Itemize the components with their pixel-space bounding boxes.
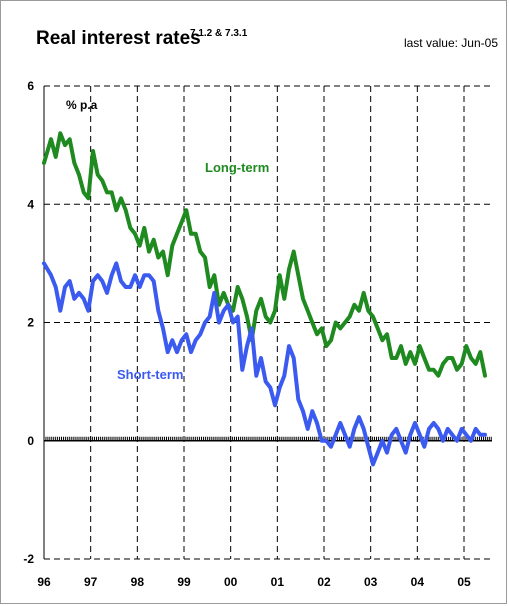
x-tick-label: 01 — [271, 575, 285, 589]
grid-layer — [44, 85, 492, 560]
series-line-long-term — [42, 131, 487, 378]
x-tick-label: 02 — [317, 575, 331, 589]
x-tick-label: 03 — [364, 575, 378, 589]
series-layer — [42, 131, 487, 467]
series-label-long-term: Long-term — [205, 160, 269, 175]
x-tick-label: 97 — [84, 575, 98, 589]
y-tick-label: -2 — [23, 552, 34, 566]
last-value-note: last value: Jun-05 — [404, 36, 498, 50]
chart-title: Real interest rates — [36, 28, 201, 49]
y-unit-label: % p.a — [66, 98, 98, 112]
x-tick-label: 05 — [457, 575, 471, 589]
y-tick-label: 2 — [27, 316, 34, 330]
series-line-short-term — [42, 261, 487, 467]
y-tick-label: 0 — [27, 434, 34, 448]
x-tick-label: 98 — [131, 575, 145, 589]
series-label-short-term: Short-term — [117, 367, 183, 382]
y-tick-label: 6 — [27, 79, 34, 93]
x-tick-label: 99 — [177, 575, 191, 589]
chart-title-superscript: 7.1.2 & 7.3.1 — [190, 28, 248, 39]
y-tick-label: 4 — [27, 197, 34, 211]
x-tick-label: 04 — [411, 575, 425, 589]
x-tick-label: 96 — [37, 575, 51, 589]
x-tick-label: 00 — [224, 575, 238, 589]
